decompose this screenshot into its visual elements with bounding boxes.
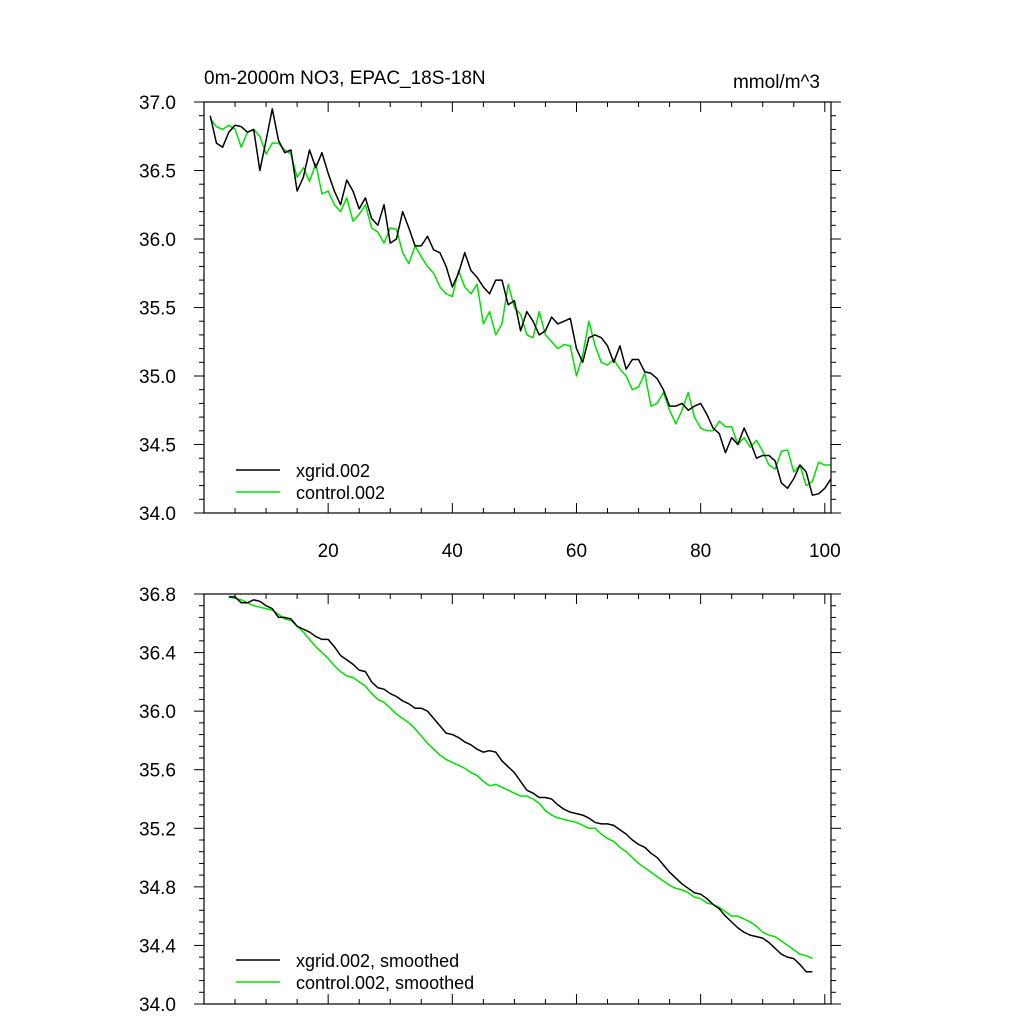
legend-label-control-smoothed: control.002, smoothed: [296, 973, 474, 993]
legend-label-xgrid-smoothed: xgrid.002, smoothed: [296, 951, 459, 971]
top-y-tick-label: 34.0: [139, 504, 176, 525]
bottom-panel-series: [228, 596, 813, 973]
top-x-tick-label: 20: [318, 541, 339, 562]
legend-label-control: control.002: [296, 483, 385, 503]
bottom-series-line-control-002-smoothed: [228, 596, 813, 960]
top-series-line-xgrid-002: [209, 108, 832, 496]
top-x-tick-label: 60: [566, 541, 587, 562]
top-panel-ticks: 20 40 60 80 100 34.0 34.5 35.0 35.5 36.0 36.5 37.0: [139, 93, 841, 562]
bottom-y-tick-label: 34.0: [139, 995, 176, 1016]
top-panel-series: [209, 108, 832, 496]
bottom-panel-ticks: 34.0 34.4 34.8 35.2 35.6 36.0 36.4 36.8: [139, 585, 841, 1016]
top-panel: 0m-2000m NO3, EPAC_18S-18N mmol/m^3 20 40…: [139, 68, 841, 562]
top-panel-frame: [203, 101, 832, 514]
top-x-tick-label: 80: [690, 541, 711, 562]
top-x-tick-label: 100: [809, 541, 841, 562]
top-legend: xgrid.002 control.002: [236, 461, 385, 503]
top-x-tick-label: 40: [442, 541, 463, 562]
top-y-tick-label: 34.5: [139, 436, 176, 457]
top-y-tick-label: 35.5: [139, 299, 176, 320]
top-series-line-control-002: [209, 117, 831, 487]
top-y-tick-label: 36.5: [139, 162, 176, 183]
bottom-y-tick-label: 35.2: [139, 819, 176, 840]
bottom-y-tick-label: 36.0: [139, 702, 176, 723]
bottom-legend: xgrid.002, smoothed control.002, smoothe…: [236, 951, 474, 993]
bottom-y-tick-label: 36.4: [139, 644, 176, 665]
bottom-panel-frame: [203, 593, 832, 1005]
top-y-tick-label: 35.0: [139, 367, 176, 388]
bottom-series-line-xgrid-002-smoothed: [228, 596, 813, 973]
top-y-tick-label: 36.0: [139, 230, 176, 251]
legend-label-xgrid: xgrid.002: [296, 461, 370, 481]
top-panel-units: mmol/m^3: [733, 72, 820, 93]
bottom-y-tick-label: 36.8: [139, 585, 176, 606]
bottom-y-tick-label: 34.4: [139, 936, 176, 957]
top-panel-title: 0m-2000m NO3, EPAC_18S-18N: [204, 68, 486, 89]
bottom-y-tick-label: 34.8: [139, 878, 176, 899]
bottom-panel: 34.0 34.4 34.8 35.2 35.6 36.0 36.4 36.8 xgrid.0…: [139, 585, 841, 1016]
bottom-y-tick-label: 35.6: [139, 761, 176, 782]
top-y-tick-label: 37.0: [139, 93, 176, 114]
